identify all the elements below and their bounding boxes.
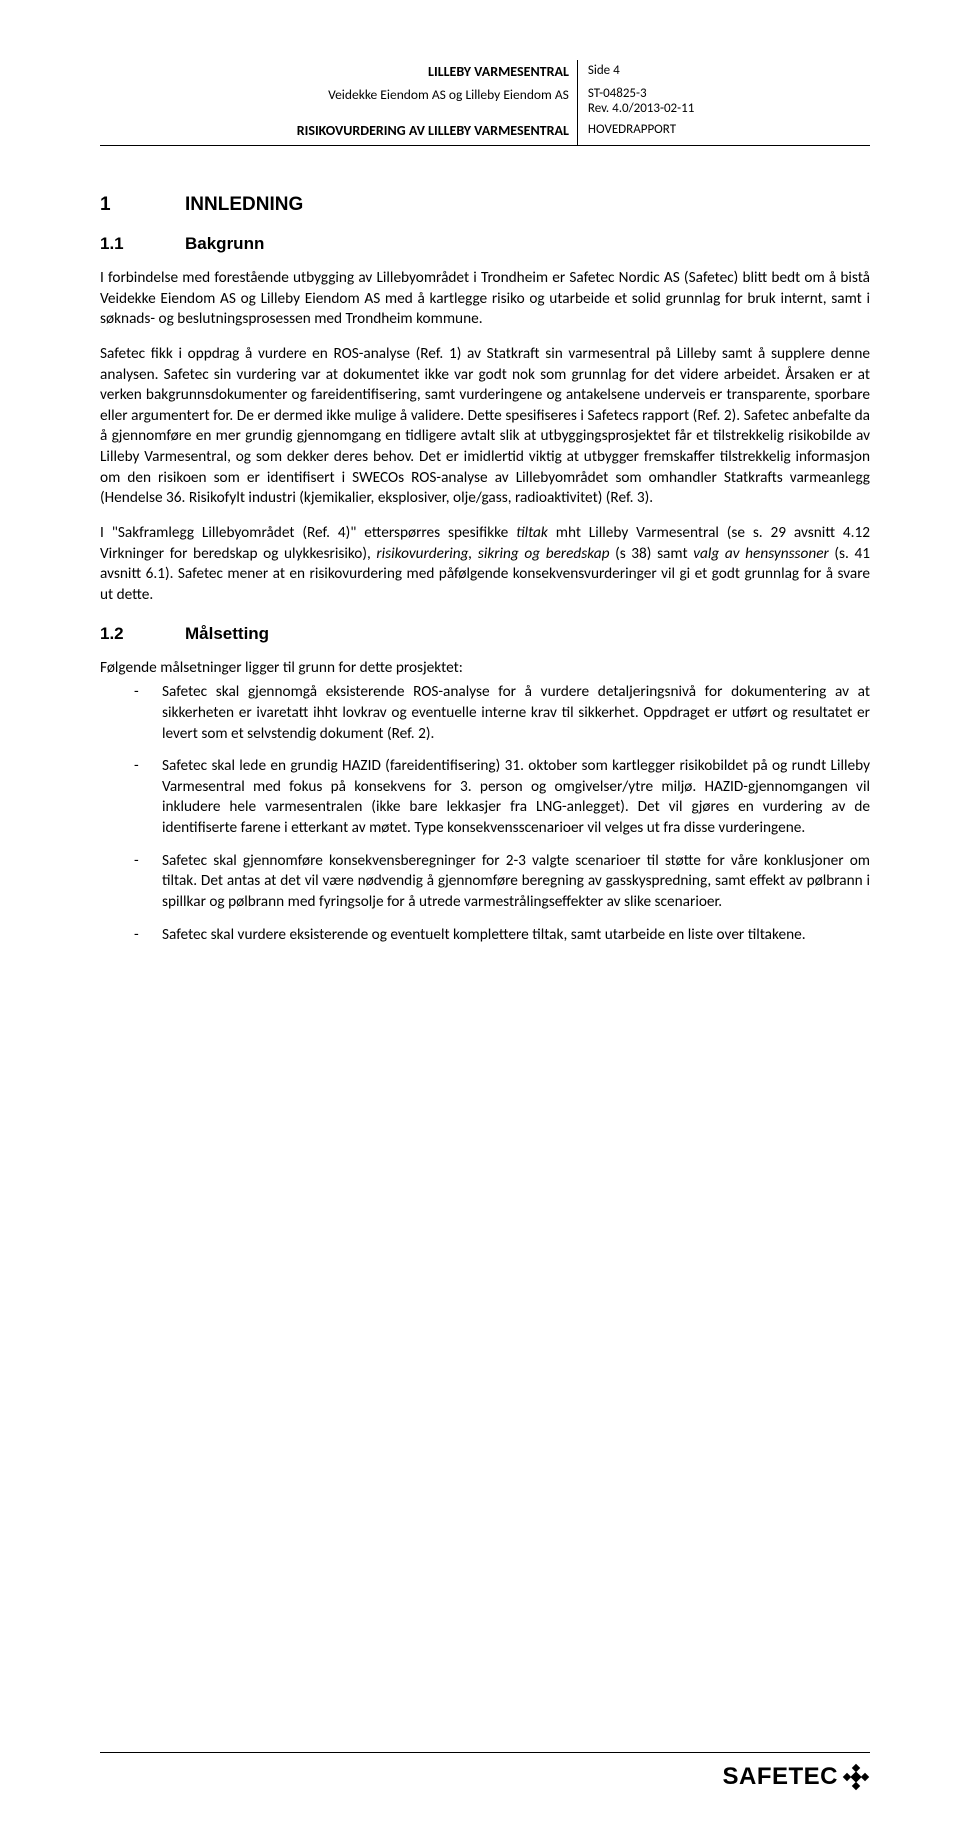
logo-text: SAFETEC xyxy=(722,1763,838,1791)
list-item: Safetec skal gjennomføre konsekvensbereg… xyxy=(134,851,870,913)
subsection-number: 1.1 xyxy=(100,234,185,254)
subsection-title: Målsetting xyxy=(185,624,269,644)
text-run: I "Sakframlegg Lillebyområdet (Ref. 4)" … xyxy=(100,523,516,542)
paragraph: I forbindelse med forestående utbygging … xyxy=(100,268,870,330)
paragraph: I "Sakframlegg Lillebyområdet (Ref. 4)" … xyxy=(100,523,870,606)
section-title: INNLEDNING xyxy=(185,194,303,216)
text-run: (s 38) samt xyxy=(609,544,693,563)
section-heading-1-2: 1.2 Målsetting xyxy=(100,624,870,644)
section-heading-1: 1 INNLEDNING xyxy=(100,194,870,216)
page-footer: SAFETEC xyxy=(100,1752,870,1791)
header-page-number: Side 4 xyxy=(577,60,870,83)
italic-text: tiltak xyxy=(516,523,548,542)
header-title-1: LILLEBY VARMESENTRAL xyxy=(100,60,577,83)
paragraph: Safetec fikk i oppdrag å vurdere en ROS-… xyxy=(100,344,870,509)
safetec-logo: SAFETEC xyxy=(722,1763,870,1791)
list-intro: Følgende målsetninger ligger til grunn f… xyxy=(100,658,870,679)
header-doc-rev: Rev. 4.0/2013-02-11 xyxy=(588,101,694,116)
header-title-2: Veidekke Eiendom AS og Lilleby Eiendom A… xyxy=(100,83,577,119)
header-report-type: HOVEDRAPPORT xyxy=(577,119,870,146)
document-header: LILLEBY VARMESENTRAL Side 4 Veidekke Eie… xyxy=(100,60,870,146)
logo-mark-icon xyxy=(842,1763,870,1791)
list-item: Safetec skal lede en grundig HAZID (fare… xyxy=(134,756,870,839)
subsection-title: Bakgrunn xyxy=(185,234,264,254)
subsection-number: 1.2 xyxy=(100,624,185,644)
italic-text: valg av hensynssoner xyxy=(693,544,829,563)
header-doc-id: ST-04825-3 Rev. 4.0/2013-02-11 xyxy=(577,83,870,119)
section-heading-1-1: 1.1 Bakgrunn xyxy=(100,234,870,254)
section-number: 1 xyxy=(100,194,185,216)
list-item: Safetec skal vurdere eksisterende og eve… xyxy=(134,925,870,946)
header-title-3: RISIKOVURDERING AV LILLEBY VARMESENTRAL xyxy=(100,119,577,146)
header-doc-code: ST-04825-3 xyxy=(588,86,647,101)
bullet-list: Safetec skal gjennomgå eksisterende ROS-… xyxy=(134,682,870,945)
italic-text: risikovurdering, sikring og beredskap xyxy=(376,544,609,563)
list-item: Safetec skal gjennomgå eksisterende ROS-… xyxy=(134,682,870,744)
page-content: 1 INNLEDNING 1.1 Bakgrunn I forbindelse … xyxy=(100,176,870,1752)
